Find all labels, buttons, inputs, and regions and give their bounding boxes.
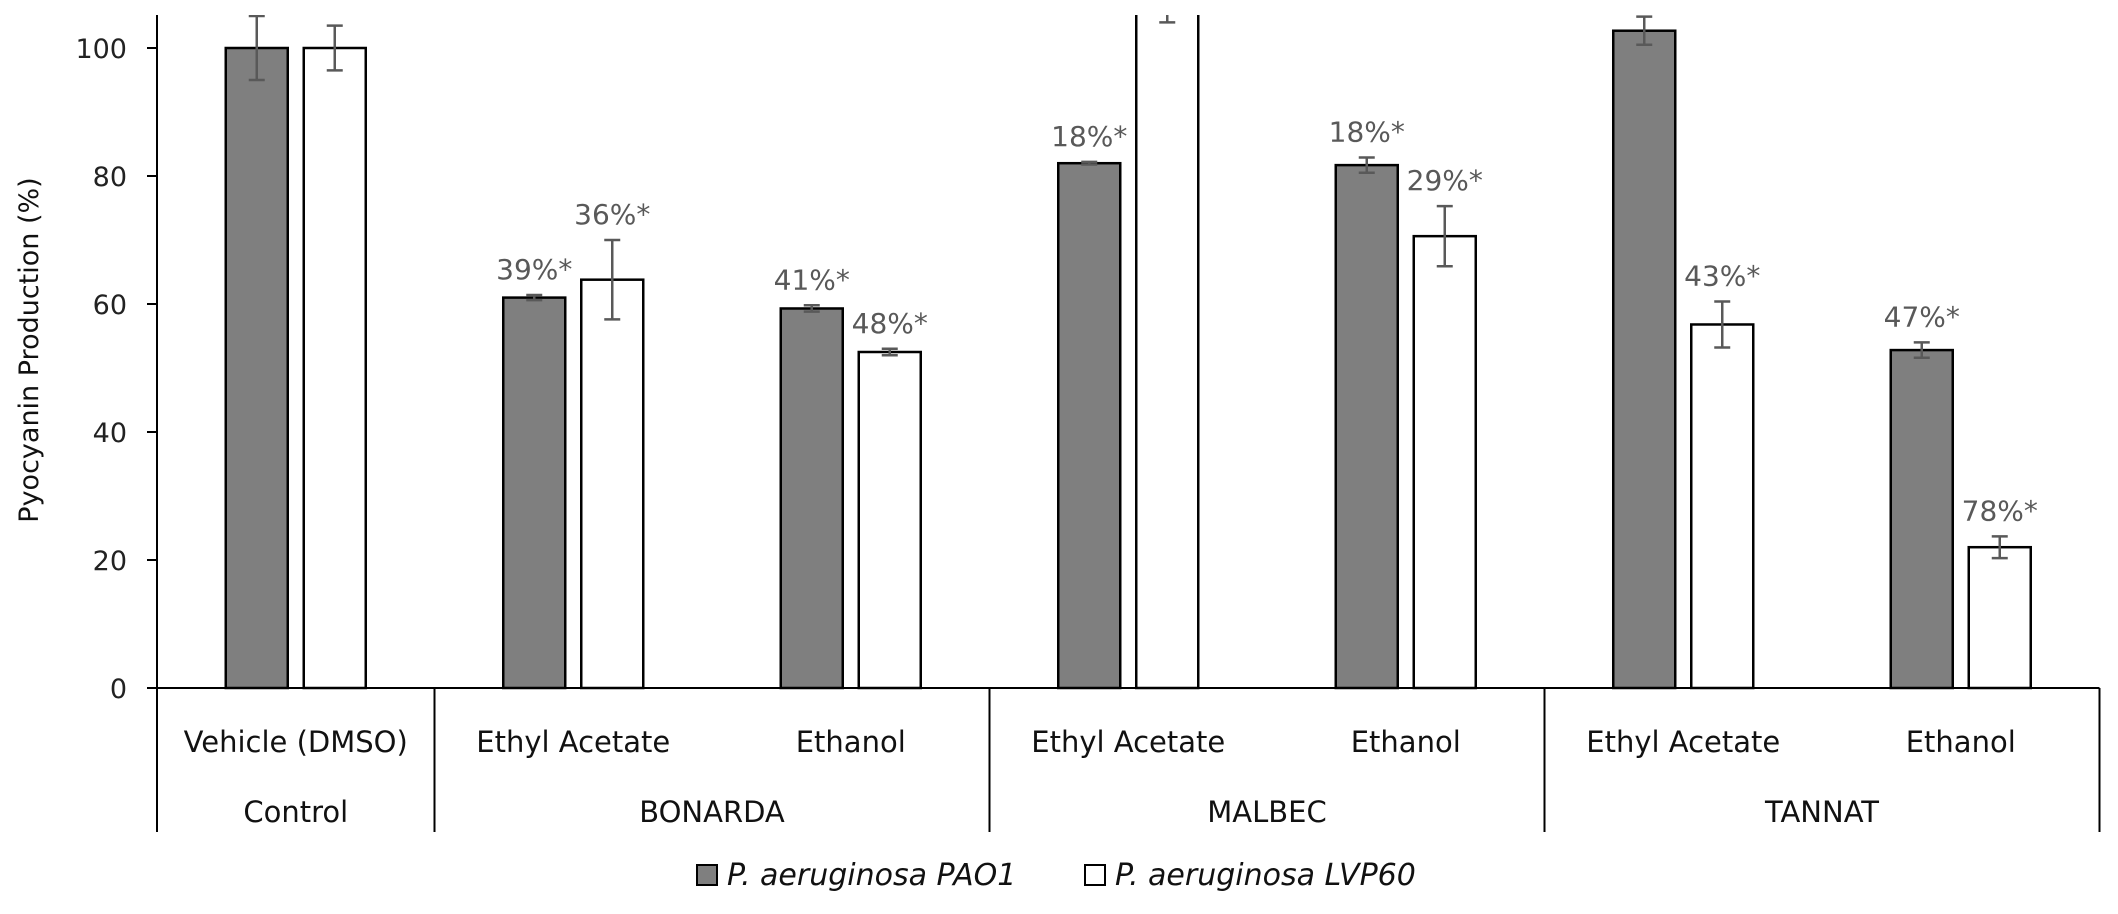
data-label: 36%*: [574, 198, 650, 231]
bar-pao1: [779, 307, 844, 690]
data-label: 29%*: [1407, 164, 1483, 197]
legend-swatch-lvp60: [1084, 864, 1106, 886]
y-tick-label: 20: [93, 546, 127, 577]
y-tick-label: 80: [93, 162, 127, 193]
y-axis: 0 20 40 60 80 100: [75, 15, 158, 705]
category-label: Vehicle (DMSO): [184, 725, 408, 759]
bar-lvp60: [302, 46, 367, 690]
group-label: TANNAT: [1764, 795, 1879, 829]
category-label: Ethanol: [1906, 725, 2016, 759]
y-axis-title: Pyocyanin Production (%): [14, 177, 45, 522]
bar-lvp60: [580, 278, 645, 690]
category-label: Ethanol: [796, 725, 906, 759]
category-label: Ethanol: [1351, 725, 1461, 759]
legend-label: P. aeruginosa PAO1: [727, 858, 1016, 893]
category-label: Ethyl Acetate: [1031, 725, 1225, 759]
group-label: MALBEC: [1207, 795, 1326, 829]
group-label: Control: [243, 795, 348, 829]
bar-pao1: [1334, 163, 1399, 690]
category-label: Ethyl Acetate: [476, 725, 670, 759]
legend: P. aeruginosa PAO1 P. aeruginosa LVP60: [696, 858, 1416, 893]
data-label: 41%*: [774, 263, 850, 296]
data-labels: 39%*36%*41%*48%*18%* 18%*29%*43%*47%*78%*: [496, 115, 2038, 527]
data-label: 18%*: [1051, 120, 1127, 153]
y-tick-label: 0: [110, 674, 127, 705]
bar-lvp60: [1967, 545, 2032, 690]
x-axis: Vehicle (DMSO) Ethyl Acetate Ethanol Ethyl …: [156, 687, 2101, 832]
y-tick-label: 100: [75, 34, 127, 65]
bars: [224, 15, 2032, 690]
data-label: 39%*: [496, 253, 572, 286]
legend-label: P. aeruginosa LVP60: [1115, 858, 1416, 893]
bar-lvp60: [857, 350, 922, 690]
bar-lvp60: [1412, 234, 1477, 690]
legend-swatch-pao1: [696, 864, 718, 886]
category-label: Ethyl Acetate: [1586, 725, 1780, 759]
data-label: 78%*: [1962, 494, 2038, 527]
error-bars: [248, 15, 2008, 560]
data-label: 48%*: [852, 307, 928, 340]
bar-pao1: [1612, 29, 1677, 690]
data-label: 43%*: [1684, 259, 1760, 292]
bar-pao1: [502, 296, 567, 690]
y-tick-label: 40: [93, 418, 127, 449]
bar-lvp60: [1135, 15, 1200, 690]
y-tick-label: 60: [93, 290, 127, 321]
bar-lvp60: [1690, 323, 1755, 690]
bar-pao1: [1057, 161, 1122, 690]
bar-pao1: [224, 46, 289, 690]
data-label: 18%*: [1329, 115, 1405, 148]
data-label: 47%*: [1884, 300, 1960, 333]
group-label: BONARDA: [639, 795, 785, 829]
bar-pao1: [1889, 348, 1954, 690]
